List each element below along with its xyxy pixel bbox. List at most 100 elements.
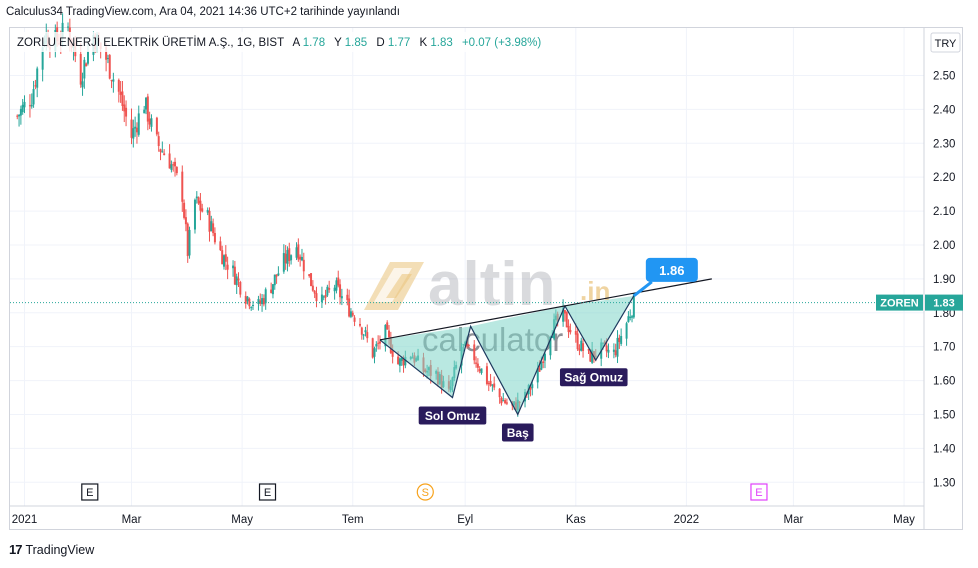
currency-button[interactable]: TRY bbox=[930, 32, 961, 53]
candle-body bbox=[578, 348, 581, 351]
candle-body bbox=[159, 149, 162, 152]
candle-body bbox=[86, 51, 89, 64]
candle-body bbox=[605, 345, 608, 352]
x-tick-label: 2021 bbox=[12, 514, 38, 526]
x-tick-label: Tem bbox=[342, 514, 364, 526]
candle-body bbox=[360, 327, 363, 335]
x-tick-label: May bbox=[893, 514, 915, 526]
candle-body bbox=[371, 338, 374, 358]
candle-body bbox=[631, 316, 634, 318]
tradingview-logo[interactable]: 17 TradingView bbox=[9, 542, 94, 557]
symbol-info: ZORLU ENERJİ ELEKTRİK ÜRETİM A.Ş., 1G, B… bbox=[17, 36, 284, 49]
candle-body bbox=[163, 153, 166, 156]
y-tick-label: 1.30 bbox=[933, 477, 955, 489]
candle-body bbox=[23, 101, 26, 108]
candle-body bbox=[224, 254, 227, 262]
candle-body bbox=[201, 208, 204, 212]
candle-body bbox=[297, 244, 300, 260]
candle-body bbox=[567, 325, 570, 332]
candle-body bbox=[270, 289, 273, 293]
candle-body bbox=[261, 298, 264, 305]
candle-body bbox=[79, 53, 82, 85]
candle-body bbox=[123, 104, 126, 112]
candle-body bbox=[239, 281, 242, 295]
right-shoulder-label-bg bbox=[559, 368, 628, 387]
candle-body bbox=[607, 349, 610, 353]
candle-body bbox=[300, 256, 303, 261]
y-tick-label: 2.10 bbox=[933, 206, 955, 218]
candle-body bbox=[175, 166, 178, 174]
candle-body bbox=[271, 284, 274, 295]
candle-body bbox=[505, 402, 508, 404]
candle-body bbox=[551, 336, 554, 338]
left-shoulder-label-bg bbox=[418, 406, 487, 425]
candle-body bbox=[19, 108, 22, 116]
tradingview-icon: 17 bbox=[9, 542, 23, 557]
candle-body bbox=[632, 294, 635, 318]
candle-body bbox=[629, 316, 632, 318]
candle-body bbox=[384, 324, 387, 347]
candle-body bbox=[193, 199, 196, 230]
candle-body bbox=[335, 280, 338, 291]
candle-body bbox=[620, 336, 623, 344]
y-tick-label: 1.70 bbox=[933, 342, 955, 354]
candle-body bbox=[404, 356, 407, 366]
candle-body bbox=[311, 285, 314, 291]
candle-body bbox=[199, 200, 202, 211]
y-tick-label: 2.40 bbox=[933, 104, 955, 116]
candle-body bbox=[143, 109, 146, 114]
candle-body bbox=[85, 63, 88, 67]
pattern-fill bbox=[564, 295, 634, 361]
candle-body bbox=[237, 278, 240, 281]
candle-body bbox=[493, 383, 496, 388]
left-shoulder-label: Sol Omuz bbox=[425, 409, 480, 423]
target-callout-value: 1.86 bbox=[659, 263, 684, 278]
candle-body bbox=[181, 171, 184, 202]
candle-body bbox=[145, 97, 148, 110]
axes: 1.30 1.40 1.50 1.60 1.70 1.80 1.90 2.00 2.10 2.20… bbox=[10, 28, 963, 530]
open-label: A bbox=[292, 37, 300, 49]
candle-body bbox=[467, 344, 470, 346]
y-tick-label: 1.80 bbox=[933, 308, 955, 320]
candle-body bbox=[32, 89, 35, 105]
candle-body bbox=[110, 80, 113, 82]
candle-body bbox=[262, 298, 265, 305]
candle-body bbox=[257, 299, 260, 305]
candle-body bbox=[589, 349, 592, 362]
candle-body bbox=[324, 295, 327, 298]
candle-body bbox=[212, 223, 215, 234]
annotations: Sol Omuz Baş Sağ Omuz 1.86 bbox=[418, 257, 698, 442]
candle-body bbox=[150, 118, 153, 127]
candle-body bbox=[134, 126, 137, 129]
candle-body bbox=[295, 247, 298, 258]
candle-body bbox=[364, 330, 367, 333]
candle-body bbox=[491, 384, 494, 386]
tradingview-brand: TradingView bbox=[25, 542, 95, 557]
candle-body bbox=[195, 196, 198, 199]
candle-body bbox=[531, 384, 534, 389]
pattern-fill bbox=[379, 326, 471, 398]
candle-body bbox=[170, 164, 173, 170]
candle-body bbox=[188, 229, 191, 256]
candle-body bbox=[210, 221, 213, 232]
candle-body bbox=[320, 294, 323, 303]
candle-body bbox=[339, 284, 342, 298]
candle-body bbox=[135, 127, 138, 133]
candle-body bbox=[246, 296, 249, 302]
watermark-brand: altin bbox=[428, 250, 555, 319]
candle-body bbox=[400, 357, 403, 361]
y-tick-label: 1.50 bbox=[933, 409, 955, 421]
candle-body bbox=[21, 104, 24, 113]
candle-body bbox=[618, 337, 621, 342]
candle-body bbox=[540, 361, 543, 370]
candle-body bbox=[538, 368, 541, 372]
candle-body bbox=[172, 164, 175, 166]
candle-body bbox=[168, 153, 171, 169]
candle-body bbox=[485, 366, 488, 385]
candle-body bbox=[282, 253, 285, 272]
chart-frame[interactable] bbox=[9, 27, 963, 530]
candle-body bbox=[106, 57, 109, 59]
close-label: K bbox=[419, 37, 427, 49]
